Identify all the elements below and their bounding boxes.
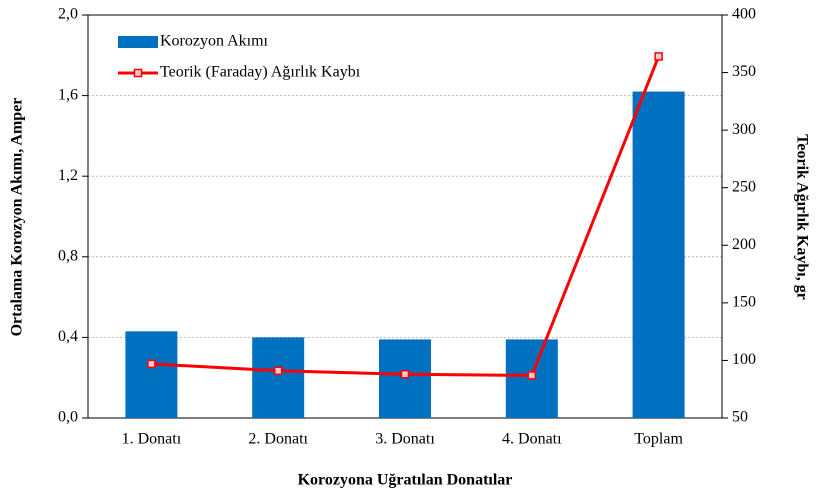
- y2-tick-label: 100: [732, 351, 756, 368]
- y2-tick-label: 400: [732, 6, 756, 23]
- bar: [632, 91, 685, 418]
- y-tick-label: 0,8: [58, 247, 78, 264]
- x-axis-title: Korozyona Uğratılan Donatılar: [298, 472, 513, 489]
- y2-tick-label: 150: [732, 294, 756, 311]
- line-marker: [654, 52, 663, 61]
- y2-tick-label: 350: [732, 63, 756, 80]
- bar: [125, 331, 178, 418]
- x-tick-label: Toplam: [634, 431, 683, 448]
- legend-swatch: [118, 36, 158, 48]
- y2-axis-title: Teorik Ağırlık Kaybı, gr: [793, 134, 810, 300]
- line-marker: [400, 369, 410, 379]
- y2-tick-label: 250: [732, 178, 756, 195]
- line-marker: [273, 366, 283, 376]
- y-axis-title: Ortalama Korozyon Akımı, Amper: [9, 98, 26, 337]
- line: [151, 55, 660, 377]
- y2-tick-label: 200: [732, 236, 756, 253]
- y-tick-label: 1,6: [58, 86, 78, 103]
- y-tick-label: 0,4: [58, 328, 78, 345]
- x-tick-label: 2. Donatı: [248, 431, 308, 448]
- legend-label: Korozyon Akımı: [160, 33, 269, 50]
- y-tick-label: 1,2: [58, 167, 78, 184]
- y2-tick-label: 300: [732, 121, 756, 138]
- legend-label: Teorik (Faraday) Ağırlık Kaybı: [160, 64, 361, 81]
- legend-swatch: [133, 68, 143, 78]
- line-marker: [147, 359, 156, 369]
- bar: [252, 337, 305, 418]
- x-tick-label: 3. Donatı: [375, 431, 435, 448]
- y2-tick-label: 50: [732, 409, 748, 426]
- x-tick-label: 1. Donatı: [122, 431, 182, 448]
- x-tick-label: 4. Donatı: [502, 431, 562, 448]
- line-marker: [527, 371, 537, 380]
- y-tick-label: 2,0: [58, 6, 78, 23]
- y-tick-label: 0,0: [58, 409, 78, 426]
- bar: [379, 339, 431, 418]
